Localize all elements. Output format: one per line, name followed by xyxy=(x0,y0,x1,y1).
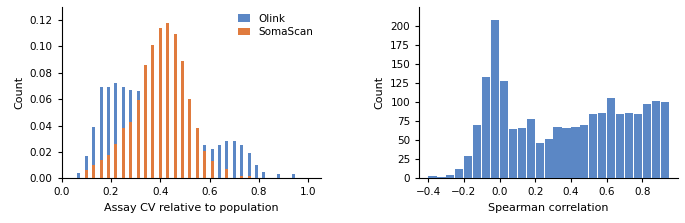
Bar xyxy=(114,83,117,178)
Bar xyxy=(456,169,464,178)
Bar xyxy=(580,125,588,178)
Bar xyxy=(188,99,191,178)
Bar xyxy=(607,98,615,178)
Bar xyxy=(77,173,80,178)
Bar xyxy=(85,156,88,178)
Bar xyxy=(99,160,103,178)
Legend: Olink, SomaScan: Olink, SomaScan xyxy=(236,12,316,39)
Bar xyxy=(203,145,206,178)
Bar xyxy=(616,114,624,178)
Bar xyxy=(129,90,132,178)
Bar xyxy=(107,155,110,178)
Bar xyxy=(527,119,535,178)
Bar xyxy=(464,155,473,178)
Bar xyxy=(589,114,597,178)
Bar xyxy=(536,142,544,178)
X-axis label: Spearman correlation: Spearman correlation xyxy=(488,203,609,213)
Bar xyxy=(473,125,482,178)
Bar xyxy=(634,114,642,178)
Bar xyxy=(159,28,162,178)
Bar xyxy=(292,174,295,178)
Bar xyxy=(571,127,580,178)
Bar xyxy=(482,77,490,178)
Bar xyxy=(166,23,169,178)
Bar xyxy=(240,176,243,178)
Bar xyxy=(660,102,669,178)
Bar xyxy=(129,122,132,178)
Bar xyxy=(174,34,177,178)
Bar xyxy=(196,128,199,178)
Bar xyxy=(136,91,140,178)
Bar xyxy=(643,104,651,178)
Bar xyxy=(99,87,103,178)
Bar xyxy=(233,141,236,178)
Bar xyxy=(166,127,169,178)
Bar xyxy=(218,145,221,178)
Bar xyxy=(144,65,147,178)
Bar xyxy=(159,119,162,178)
Bar xyxy=(188,144,191,178)
Bar xyxy=(437,177,445,178)
Bar xyxy=(92,127,95,178)
Bar xyxy=(136,101,140,178)
Y-axis label: Count: Count xyxy=(14,76,24,109)
Bar xyxy=(114,144,117,178)
Bar xyxy=(196,145,199,178)
Bar xyxy=(181,61,184,178)
Bar xyxy=(240,145,243,178)
Bar xyxy=(500,81,508,178)
Bar xyxy=(174,130,177,178)
Bar xyxy=(92,165,95,178)
Bar xyxy=(211,149,214,178)
Bar xyxy=(255,165,258,178)
Bar xyxy=(144,98,147,178)
Bar xyxy=(248,153,251,178)
Y-axis label: Count: Count xyxy=(375,76,385,109)
Bar xyxy=(625,113,633,178)
Bar xyxy=(85,170,88,178)
Bar xyxy=(545,139,553,178)
Bar xyxy=(122,128,125,178)
X-axis label: Assay CV relative to population: Assay CV relative to population xyxy=(104,203,279,213)
Bar xyxy=(491,21,499,178)
Bar xyxy=(211,161,214,178)
Bar xyxy=(225,169,228,178)
Bar xyxy=(428,176,436,178)
Bar xyxy=(446,175,454,178)
Bar xyxy=(651,101,660,178)
Bar xyxy=(151,45,154,178)
Bar xyxy=(107,87,110,178)
Bar xyxy=(262,172,265,178)
Bar xyxy=(151,107,154,178)
Bar xyxy=(203,151,206,178)
Bar xyxy=(518,128,526,178)
Bar xyxy=(225,141,228,178)
Bar xyxy=(122,87,125,178)
Bar xyxy=(509,129,517,178)
Bar xyxy=(248,176,251,178)
Bar xyxy=(553,126,562,178)
Bar xyxy=(562,128,571,178)
Bar xyxy=(598,113,606,178)
Bar xyxy=(181,135,184,178)
Bar xyxy=(277,174,280,178)
